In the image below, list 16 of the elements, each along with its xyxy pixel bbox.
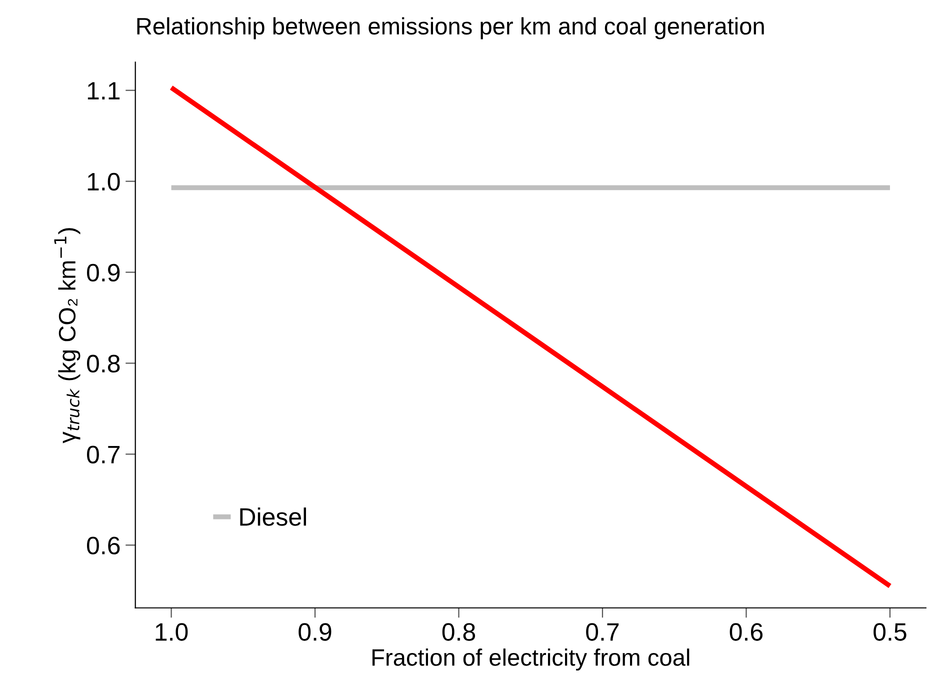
chart-title: Relationship between emissions per km and coal generation: [137, 17, 764, 40]
x-tick-label: 0.8: [442, 623, 476, 641]
y-tick-label: 0.8: [87, 354, 120, 373]
x-tick-label: 0.9: [298, 623, 332, 641]
y-axis-title: γ$_{truck}$ (kg CO₂ km$^{−1}$): [54, 228, 80, 444]
x-tick-label: 0.6: [730, 623, 763, 641]
x-axis-title: Fraction of electricity from coal: [372, 648, 690, 671]
y-tick-label: 0.6: [87, 536, 120, 554]
y-tick-label: 1.1: [88, 82, 120, 100]
y-tick-label: 1.0: [88, 172, 120, 191]
x-tick-label: 0.5: [874, 623, 906, 641]
x-tick-label: 0.7: [586, 623, 619, 641]
y-tick-label: 0.9: [87, 264, 120, 282]
legend-label: Diesel: [240, 507, 306, 526]
y-tick-label: 0.7: [87, 446, 120, 464]
x-tick-label: 1.0: [156, 623, 188, 641]
